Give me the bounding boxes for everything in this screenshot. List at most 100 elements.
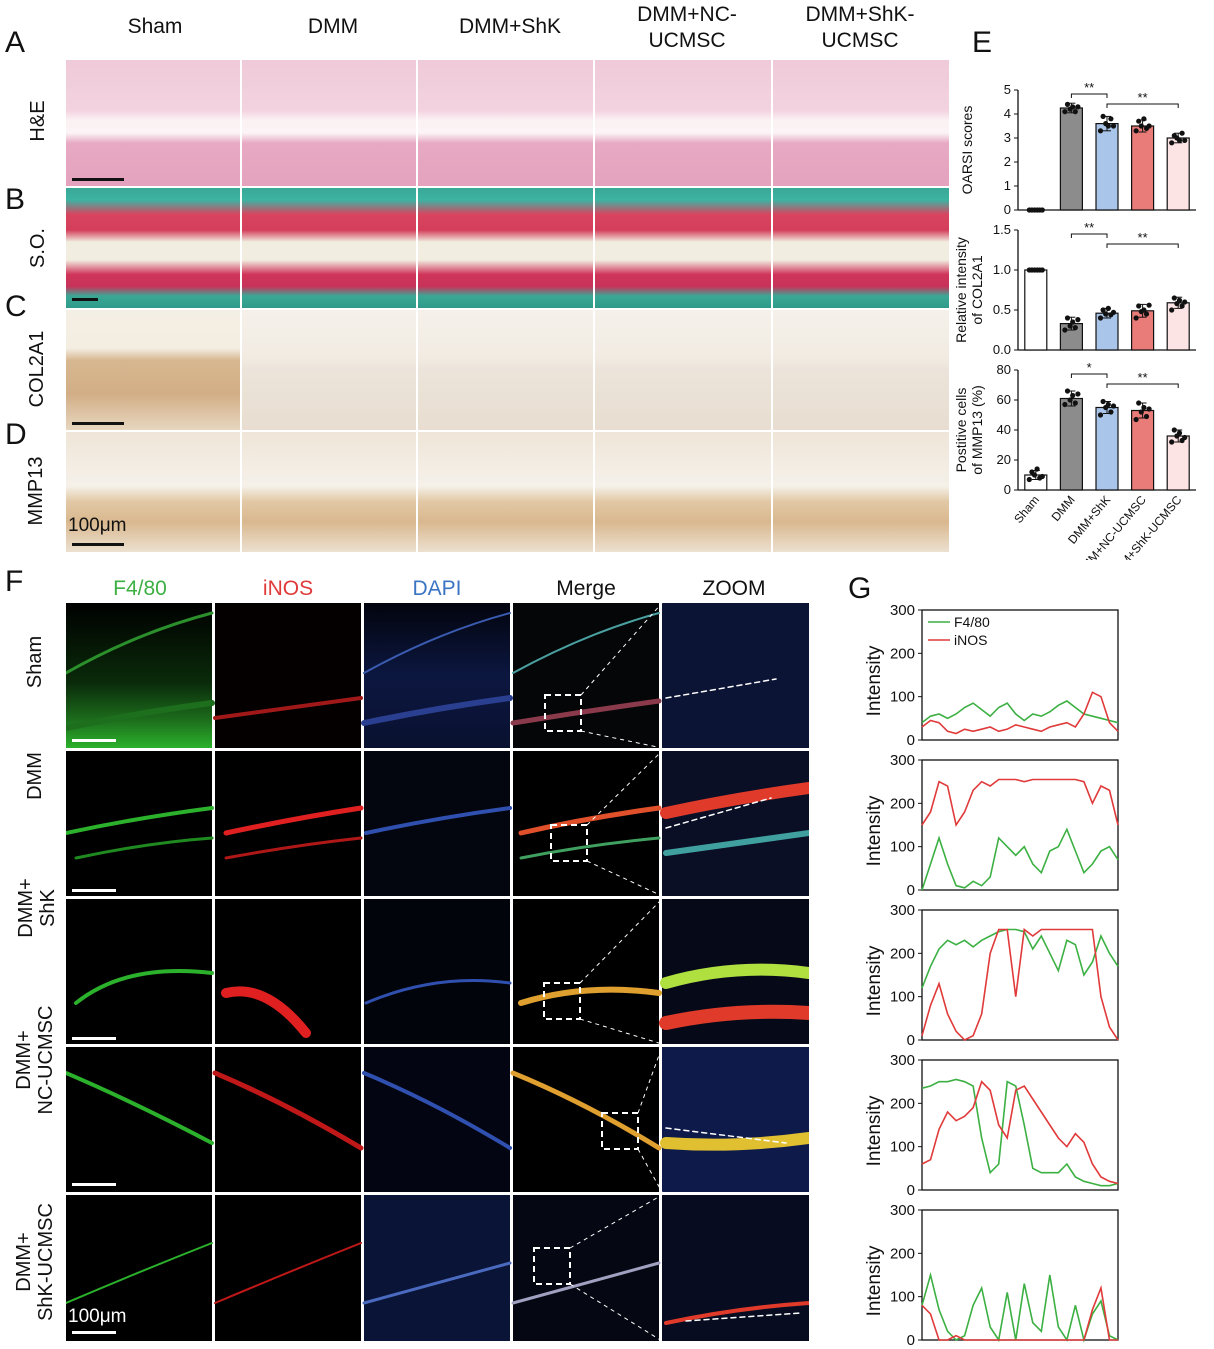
y-tick-label: 0 — [907, 1332, 915, 1345]
data-point — [1171, 295, 1177, 301]
inos-line — [921, 1285, 1118, 1341]
line-chart-4: 0 100 200 300 Intensity — [864, 1202, 1119, 1345]
data-point — [1182, 137, 1188, 143]
inos-line — [921, 928, 1119, 1041]
data-point — [1062, 401, 1068, 408]
row-label-he: H&E — [27, 100, 49, 142]
data-point — [1176, 297, 1183, 303]
y-axis-label: Intensity — [864, 1095, 885, 1166]
mmp13-image-dmm-shk-ucmsc — [773, 432, 949, 552]
bar — [1059, 107, 1084, 211]
y-axis-label: Intensity — [864, 795, 885, 866]
data-point — [1026, 476, 1032, 483]
y-tick-label: 200 — [890, 795, 915, 812]
so-image-sham — [66, 188, 240, 308]
plot-frame — [921, 759, 1119, 891]
f480-line — [921, 928, 1119, 989]
data-point — [1182, 434, 1188, 441]
so-image-dmm — [242, 188, 416, 308]
bar — [1095, 406, 1119, 491]
panel-g-charts: 0 100 200 300 Intensity F4/80 iNOS 0 100 200 300 In… — [864, 602, 1119, 1345]
group-header-dmm-nc-ucmsc: DMM+NC- UCMSC — [637, 3, 737, 52]
data-point — [1067, 397, 1073, 403]
y-tick-label: 300 — [890, 1052, 915, 1069]
data-point — [1169, 307, 1175, 313]
data-point — [1138, 123, 1144, 129]
bar-chart-0: 0 1 2 3 4 5 OARSI scores ** ** — [959, 80, 1196, 217]
group-header-sham: Sham — [127, 15, 183, 38]
data-point — [1133, 416, 1139, 423]
channel-header-zoom: ZOOM — [702, 577, 766, 600]
panel-letter-f: F — [5, 565, 24, 598]
so-image-dmm-shk — [418, 188, 593, 308]
y-tick-label: 200 — [890, 1245, 915, 1262]
y-tick-label: 40 — [997, 422, 1011, 437]
line-chart-3: 0 100 200 300 Intensity — [864, 1052, 1119, 1199]
he-image-dmm-shk-ucmsc — [773, 60, 949, 186]
col2a1-image-dmm-shk — [418, 310, 593, 430]
y-tick-label: 5 — [1004, 82, 1011, 97]
data-point — [1176, 137, 1183, 143]
he-image-dmm — [242, 60, 416, 186]
data-point — [1141, 116, 1147, 122]
y-tick-label: 20 — [997, 452, 1011, 467]
data-point — [1039, 473, 1045, 480]
significance-bracket — [1070, 233, 1108, 238]
bar — [1166, 137, 1190, 211]
data-point — [1146, 123, 1152, 129]
fluorescence-grid — [66, 603, 809, 1341]
f480-line — [921, 827, 1119, 891]
significance-bracket — [1106, 103, 1179, 108]
he-image-sham — [66, 60, 240, 186]
mmp13-image-dmm-nc-ucmsc — [595, 432, 771, 552]
y-tick-label: 100 — [890, 989, 915, 1006]
col2a1-image-dmm-shk-ucmsc — [773, 310, 949, 430]
data-point — [1075, 391, 1081, 397]
fluor-row-label-sham: Sham — [24, 635, 46, 689]
fluor-scale-bars — [72, 739, 116, 1334]
plot-frame — [921, 609, 1119, 741]
data-point — [1097, 315, 1104, 321]
y-tick-label: 100 — [890, 1289, 915, 1306]
data-point — [1136, 118, 1142, 124]
y-tick-label: 300 — [890, 1202, 915, 1219]
data-point — [1070, 319, 1076, 325]
significance-label: * — [1087, 360, 1092, 375]
y-tick-label: 200 — [890, 1095, 915, 1112]
scale-bar-label-fluor: 100μm — [68, 1306, 127, 1327]
inos-line — [921, 778, 1119, 828]
y-axis-label-line: of MMP13 (%) — [969, 385, 985, 474]
channel-header-dapi: DAPI — [412, 577, 462, 600]
data-point — [1146, 302, 1152, 308]
y-axis-label-line: Relative intensity — [953, 237, 969, 343]
channel-header-merge: Merge — [556, 577, 616, 600]
bar — [1131, 409, 1155, 491]
plot-frame — [921, 1209, 1119, 1341]
data-point — [1133, 128, 1139, 134]
y-axis-label-line: OARSI scores — [959, 106, 975, 195]
zoom-connector-lines — [569, 603, 663, 1341]
channel-header-inos: iNOS — [262, 577, 314, 600]
y-tick-label: 80 — [997, 362, 1011, 377]
data-point — [1110, 309, 1117, 315]
data-point — [1062, 327, 1068, 333]
y-tick-label: 3 — [1004, 130, 1011, 145]
significance-bracket — [1106, 383, 1179, 388]
group-header-dmm-shk-ucmsc: DMM+ShK- UCMSC — [805, 3, 915, 52]
bar — [1131, 125, 1155, 211]
y-tick-label: 200 — [890, 645, 915, 662]
data-point — [1171, 427, 1177, 433]
data-point — [1108, 116, 1114, 122]
significance-bracket — [1106, 243, 1179, 248]
significance-label: ** — [1138, 370, 1148, 385]
x-tick-label: DMM — [1049, 493, 1078, 524]
data-point — [1039, 207, 1045, 213]
inos-line — [921, 691, 1119, 735]
plot-frame — [921, 909, 1119, 1041]
data-point — [1067, 323, 1073, 329]
significance-label: ** — [1084, 80, 1094, 95]
data-point — [1138, 409, 1144, 415]
row-label-so: S.O. — [27, 228, 49, 269]
channel-header-f480: F4/80 — [113, 577, 167, 600]
fluor-structures — [66, 611, 809, 1325]
